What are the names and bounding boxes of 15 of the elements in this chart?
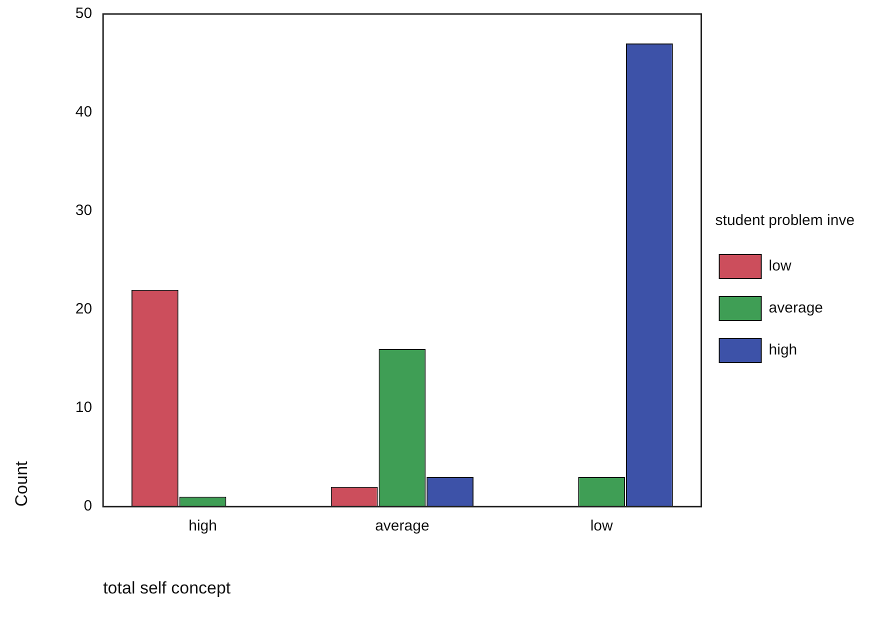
x-tick-label: low xyxy=(590,518,614,535)
legend-label: average xyxy=(768,300,824,317)
y-tick-label: 40 xyxy=(75,104,92,121)
x-tick-label: high xyxy=(188,518,217,535)
y-tick-label: 0 xyxy=(84,498,92,515)
legend-label: high xyxy=(768,342,798,359)
y-tick-label: 20 xyxy=(75,300,92,318)
x-tick-label: average xyxy=(375,518,430,535)
y-tick-label: 30 xyxy=(75,202,92,220)
y-axis-title: Count xyxy=(12,460,31,507)
legend-title: student problem inve xyxy=(715,212,855,230)
y-tick-label: 50 xyxy=(75,5,92,22)
legend-label: low xyxy=(768,258,792,275)
x-axis-title: total self concept xyxy=(103,578,231,598)
y-tick-label: 10 xyxy=(75,399,92,416)
